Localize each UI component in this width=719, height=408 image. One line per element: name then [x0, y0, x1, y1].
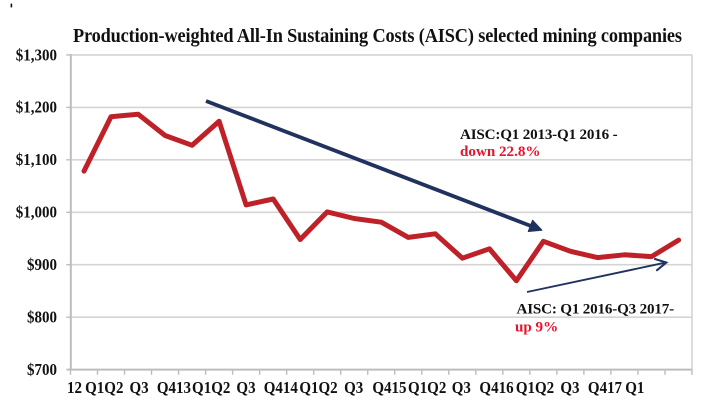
svg-text:Q3: Q3 [452, 380, 471, 398]
svg-text:Q3: Q3 [236, 380, 255, 398]
svg-text:Q414: Q414 [264, 380, 298, 398]
svg-text:Q3: Q3 [344, 380, 363, 398]
svg-text:AISC:Q1 2013-Q1 2016 -: AISC:Q1 2013-Q1 2016 - [460, 127, 618, 143]
svg-text:Q1Q2: Q1Q2 [516, 380, 554, 398]
svg-text:Q3: Q3 [130, 380, 149, 398]
svg-text:AISC: Q1 2016-Q3 2017-: AISC: Q1 2016-Q3 2017- [517, 302, 675, 318]
svg-text:$800: $800 [27, 309, 57, 327]
svg-text:Q1Q2: Q1Q2 [192, 380, 230, 398]
svg-text:$900: $900 [27, 256, 57, 274]
svg-text:Q417: Q417 [588, 380, 622, 398]
svg-text:Q1Q2: Q1Q2 [408, 380, 446, 398]
svg-text:$1,100: $1,100 [16, 152, 57, 170]
svg-text:Q1: Q1 [625, 380, 644, 398]
svg-text:Q1Q2: Q1Q2 [299, 380, 337, 398]
svg-text:$1,000: $1,000 [16, 204, 57, 222]
svg-text:Q415: Q415 [372, 380, 406, 398]
svg-text:down 22.8%: down 22.8% [460, 144, 541, 160]
svg-text:$700: $700 [27, 361, 57, 379]
svg-text:Q416: Q416 [479, 380, 513, 398]
svg-text:Q1Q2: Q1Q2 [85, 380, 123, 398]
svg-text:Q413: Q413 [157, 380, 191, 398]
svg-text:$1,200: $1,200 [16, 99, 57, 117]
svg-text:$1,300: $1,300 [16, 47, 57, 65]
svg-text:up 9%: up 9% [515, 320, 558, 336]
svg-text:12: 12 [67, 380, 82, 398]
svg-text:Q3: Q3 [560, 380, 579, 398]
svg-text:Production-weighted All-In Sus: Production-weighted All-In Sustaining Co… [73, 25, 682, 47]
